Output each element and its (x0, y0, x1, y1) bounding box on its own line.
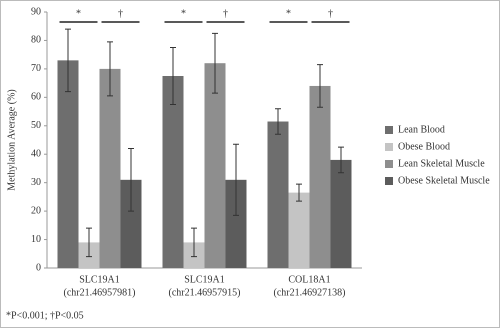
error-bar (191, 227, 197, 258)
significance-label: † (223, 8, 228, 19)
x-tick-label: (chr21.46927138) (274, 287, 346, 298)
error-bar (170, 47, 176, 105)
significance-label: * (181, 8, 186, 19)
error-bar (317, 64, 323, 108)
bar (225, 179, 247, 268)
x-tick-label: (chr21.46957915) (169, 287, 241, 298)
legend-swatch (385, 143, 393, 151)
legend-label: Lean Blood (398, 124, 445, 135)
y-tick-label: 50 (31, 120, 41, 131)
footnote: *P<0.001; †P<0.05 (6, 310, 84, 321)
legend-label: Obese Skeletal Muscle (398, 175, 490, 186)
significance-label: † (118, 8, 123, 19)
x-tick-label: SLC19A1 (184, 274, 225, 285)
significance-label: † (328, 8, 333, 19)
error-bar (233, 143, 239, 216)
error-bar (212, 32, 218, 94)
bar (57, 60, 79, 268)
y-tick-label: 0 (36, 262, 41, 273)
bar (267, 121, 289, 268)
legend-label: Lean Skeletal Muscle (398, 158, 485, 169)
bar (330, 159, 352, 268)
y-axis-label: Methylation Average (%) (6, 89, 17, 190)
bar (120, 179, 142, 268)
bar (204, 63, 226, 269)
error-bar (296, 183, 302, 202)
significance-label: * (286, 8, 291, 19)
y-tick-label: 10 (31, 234, 41, 245)
y-tick-label: 60 (31, 92, 41, 103)
y-tick-label: 20 (31, 205, 41, 216)
error-bar (128, 148, 134, 212)
error-bar (275, 108, 281, 135)
legend-swatch (385, 160, 393, 168)
legend-swatch (385, 177, 393, 185)
y-tick-label: 40 (31, 149, 41, 160)
y-tick-label: 30 (31, 177, 41, 188)
error-bar (338, 146, 344, 174)
error-bar (107, 41, 113, 97)
x-tick-label: SLC19A1 (79, 274, 120, 285)
y-tick-label: 90 (31, 6, 41, 17)
bar (288, 192, 310, 268)
y-tick-label: 80 (31, 35, 41, 46)
x-tick-label: (chr21.46957981) (64, 287, 136, 298)
bar (309, 85, 331, 268)
error-bar (86, 227, 92, 258)
bar (99, 68, 121, 268)
y-tick-label: 70 (31, 63, 41, 74)
legend-label: Obese Blood (398, 141, 450, 152)
bar (162, 76, 184, 268)
x-tick-label: COL18A1 (288, 274, 330, 285)
legend-swatch (385, 126, 393, 134)
error-bar (65, 28, 71, 93)
significance-label: * (76, 8, 81, 19)
